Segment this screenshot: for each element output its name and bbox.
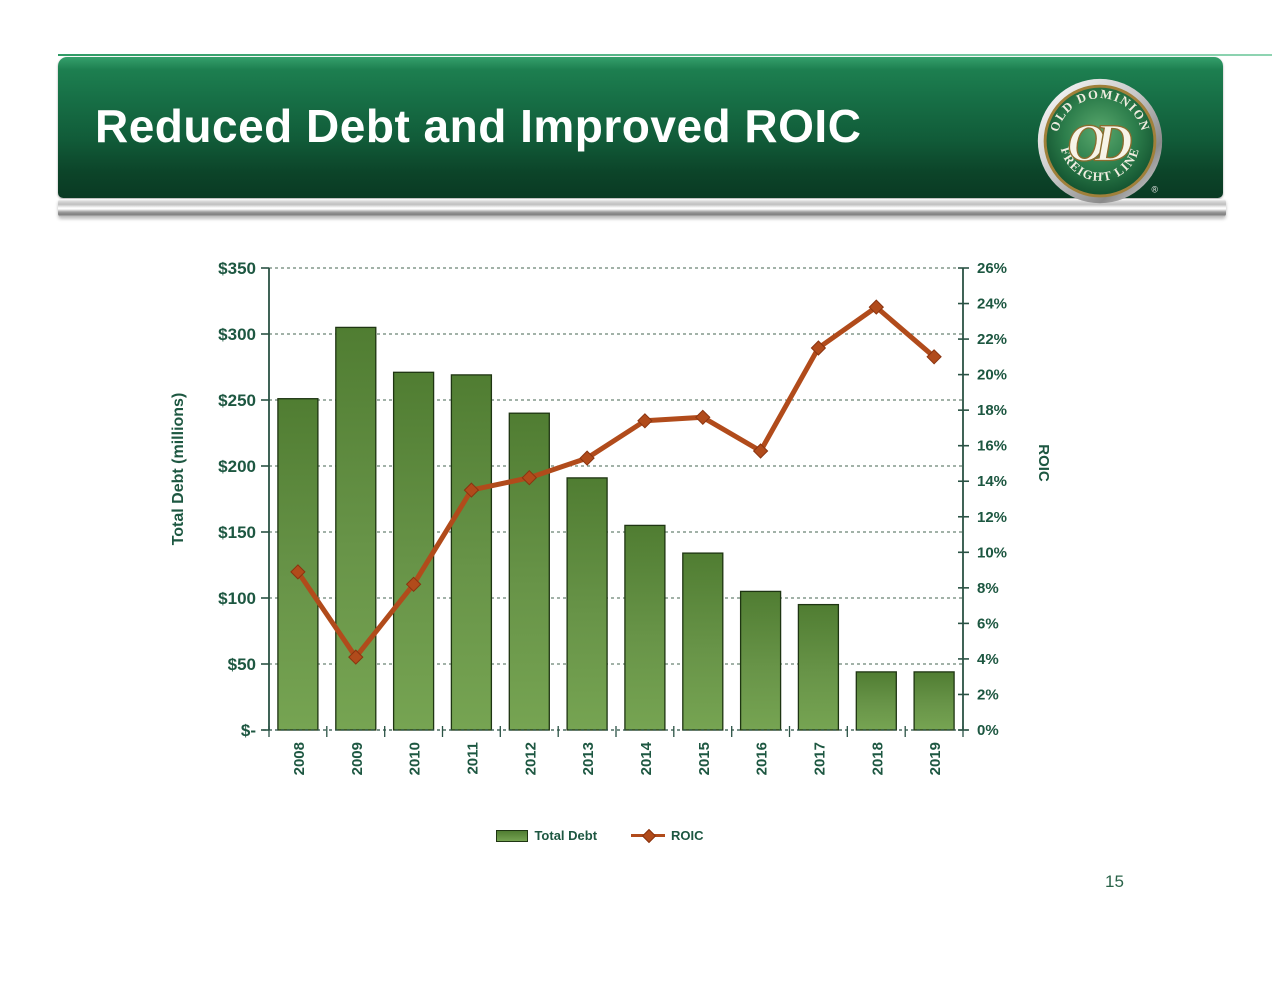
roic-marker-2011 (463, 482, 480, 498)
odfl-logo-badge: OLD DOMINION FREIGHT LINE O D ® (1037, 78, 1163, 204)
roic-marker-2018 (868, 299, 885, 315)
roic-line (295, 304, 937, 660)
legend-item-roic: ROIC (631, 828, 704, 844)
header-hairline (58, 54, 1272, 56)
bar-2011 (450, 374, 493, 731)
total-debt-swatch-icon (496, 829, 529, 842)
x-axis-label-2014: 2014 (638, 741, 655, 775)
left-axis-title: Total Debt (millions) (170, 392, 187, 546)
roic-line-diamond-icon (631, 828, 666, 844)
y-axis-label-right: 24% (977, 296, 1007, 313)
y-axis-label-right: 4% (977, 651, 999, 668)
logo-monogram-d: D (1094, 114, 1133, 172)
y-axis-label-right: 8% (977, 580, 999, 597)
page-number: 15 (1105, 872, 1124, 891)
x-axis-label-2019: 2019 (927, 742, 944, 775)
legend-label-roic: ROIC (671, 828, 704, 843)
x-axis-label-2010: 2010 (407, 742, 424, 775)
roic-marker-2014 (637, 413, 653, 429)
y-axis-label-left: $350 (218, 259, 256, 278)
roic-marker-2019 (926, 349, 942, 365)
x-axis-label-2008: 2008 (291, 742, 308, 775)
x-axis-label-2009: 2009 (349, 742, 366, 775)
logo-registered-mark: ® (1151, 185, 1158, 195)
y-axis-label-left: $150 (218, 523, 256, 542)
slide-title: Reduced Debt and Improved ROIC (95, 99, 862, 152)
y-axis-label-left: $- (241, 721, 256, 740)
bar-2017 (797, 603, 840, 731)
roic-marker-2008 (290, 564, 306, 580)
roic-marker-2016 (752, 443, 769, 459)
header-band: Reduced Debt and Improved ROIC (58, 57, 1223, 198)
y-axis-label-right: 20% (977, 367, 1007, 384)
bar-2014 (624, 524, 666, 731)
bar-2018 (855, 671, 897, 731)
roic-marker-2017 (810, 340, 827, 356)
y-axis-label-right: 6% (977, 615, 999, 632)
y-axis-label-left: $200 (218, 457, 256, 476)
bar-2009 (335, 326, 377, 731)
logo-monogram-o: O (1067, 114, 1105, 172)
y-axis-label-right: 18% (977, 402, 1007, 419)
chart-legend: Total Debt ROIC (450, 828, 750, 844)
x-axis-label-2018: 2018 (869, 742, 886, 775)
roic-marker-2015 (695, 409, 711, 426)
y-axis-label-right: 16% (977, 438, 1007, 455)
y-axis-label-left: $100 (218, 589, 256, 608)
bar-2015 (682, 552, 724, 731)
legend-item-total-debt: Total Debt (496, 828, 597, 843)
y-axis-label-right: 14% (977, 473, 1007, 490)
bar-2013 (566, 477, 608, 731)
chrome-divider (58, 199, 1226, 217)
y-axis-label-right: 22% (977, 331, 1007, 348)
right-axis-title: ROIC (1035, 444, 1052, 482)
y-axis-label-right: 26% (977, 260, 1007, 277)
y-axis-label-left: $50 (228, 655, 256, 674)
roic-marker-2013 (579, 450, 595, 466)
bar-2019 (913, 671, 955, 731)
y-axis-label-left: $250 (218, 391, 256, 410)
y-axis-label-left: $300 (218, 325, 256, 344)
logo-green-field (1046, 87, 1154, 195)
legend-label-total-debt: Total Debt (534, 828, 598, 843)
roic-marker-2009 (348, 649, 364, 665)
bar-2016 (739, 590, 782, 731)
y-axis-label-right: 10% (977, 544, 1007, 561)
x-axis-label-2012: 2012 (522, 742, 539, 775)
bar-2012 (508, 412, 550, 731)
x-axis-label-2017: 2017 (811, 742, 828, 775)
y-axis-label-right: 0% (977, 722, 999, 739)
y-axis-label-right: 2% (977, 687, 999, 704)
roic-marker-2012 (521, 469, 538, 486)
bar-2010 (392, 371, 435, 731)
x-axis-label-2011: 2011 (464, 742, 481, 775)
y-axis-label-right: 12% (977, 509, 1007, 526)
x-axis-label-2013: 2013 (580, 742, 597, 775)
x-axis-label-2016: 2016 (754, 742, 771, 775)
x-axis-label-2015: 2015 (696, 742, 713, 775)
roic-marker-2010 (405, 576, 422, 593)
